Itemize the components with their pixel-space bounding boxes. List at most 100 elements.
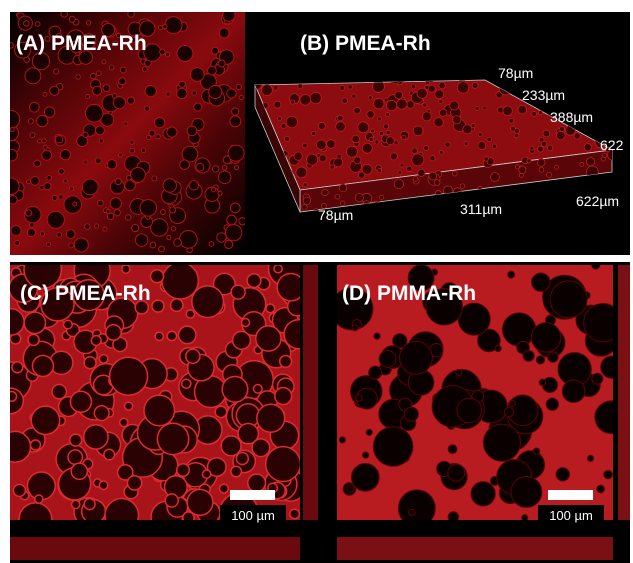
pore: [266, 447, 301, 482]
pore: [213, 166, 219, 172]
pore: [543, 130, 550, 137]
pore: [99, 139, 103, 143]
pore: [377, 117, 381, 121]
pore: [69, 243, 74, 248]
pore: [31, 406, 59, 434]
pore: [233, 331, 251, 349]
pore: [294, 152, 302, 160]
pore: [166, 92, 170, 96]
pore: [286, 116, 297, 127]
pore: [113, 97, 125, 109]
pore: [85, 224, 91, 230]
pore: [43, 92, 47, 96]
panel-c-side-strip: [303, 265, 318, 520]
pore: [369, 366, 382, 379]
pore: [103, 85, 110, 92]
pore: [351, 463, 379, 491]
pore: [368, 96, 372, 100]
pore: [397, 99, 407, 109]
pore: [141, 148, 146, 153]
pore: [358, 122, 369, 133]
pore: [177, 46, 193, 62]
pore: [291, 100, 295, 104]
pore: [457, 82, 469, 94]
pore: [73, 202, 77, 206]
pore: [232, 108, 239, 115]
pore: [225, 240, 233, 248]
pore: [84, 357, 96, 369]
pore: [400, 341, 433, 374]
pore: [107, 160, 116, 169]
pore: [373, 427, 413, 467]
panel-c-bottom-strip: [10, 537, 300, 560]
pore: [68, 450, 82, 464]
pore: [142, 67, 147, 72]
pore: [547, 145, 552, 150]
pore: [378, 168, 382, 172]
pore: [162, 263, 198, 299]
panel-label: (C) PMEA-Rh: [20, 282, 151, 305]
axis-label: 622µm: [576, 193, 619, 209]
pore: [348, 85, 352, 89]
axis-label: 233µm: [522, 87, 565, 103]
pore: [167, 236, 171, 240]
panel-label: (A) PMEA-Rh: [16, 32, 147, 55]
pore: [384, 124, 389, 129]
pore: [300, 94, 311, 105]
pore: [371, 129, 375, 133]
axis-label: 78µm: [318, 207, 353, 223]
pore: [471, 124, 475, 128]
pore: [119, 78, 126, 85]
pore: [135, 234, 147, 246]
pore: [171, 226, 175, 230]
pore: [347, 146, 358, 157]
axis-label: 622: [600, 137, 624, 153]
pore: [178, 326, 196, 344]
pore: [536, 356, 544, 364]
pore: [601, 157, 605, 161]
pore: [452, 171, 457, 176]
pore: [508, 271, 515, 278]
pore: [122, 265, 130, 273]
pore: [174, 239, 182, 247]
pore: [25, 68, 41, 84]
pore: [402, 135, 407, 140]
pore: [422, 112, 431, 121]
pore: [70, 391, 91, 412]
pore: [163, 179, 176, 192]
panel-d-side-strip: [618, 265, 630, 520]
pore: [91, 336, 101, 346]
pore: [125, 402, 133, 410]
pore: [82, 179, 98, 195]
pore: [47, 211, 64, 228]
pore: [212, 47, 219, 54]
pore: [171, 299, 183, 311]
pore: [236, 84, 241, 89]
pore: [106, 209, 110, 213]
pore: [518, 105, 527, 114]
pore: [539, 137, 544, 142]
pore: [439, 109, 446, 116]
pore: [151, 270, 164, 283]
pore: [10, 128, 14, 132]
pore: [12, 362, 23, 373]
pore: [248, 474, 266, 492]
pore: [319, 155, 326, 162]
pore: [380, 195, 384, 199]
pore: [186, 349, 200, 363]
pore: [145, 106, 150, 111]
scale-label: 100 µm: [549, 508, 593, 523]
pore: [159, 246, 165, 252]
pore: [147, 135, 151, 139]
pore: [503, 313, 536, 346]
pore: [85, 104, 103, 122]
pore: [150, 242, 156, 248]
pore: [208, 66, 217, 75]
pore: [7, 392, 17, 402]
pore: [59, 195, 64, 200]
pore: [145, 85, 156, 96]
pore: [445, 142, 450, 147]
pore: [352, 135, 360, 143]
pore: [355, 395, 362, 402]
pore: [0, 309, 24, 336]
